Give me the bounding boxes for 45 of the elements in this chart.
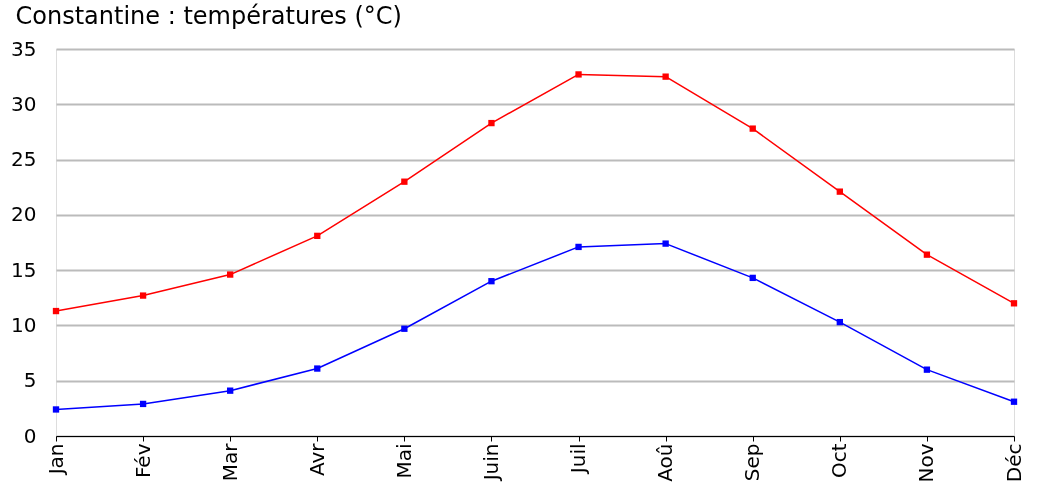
point xyxy=(139,400,147,408)
y-tick-label: 0 xyxy=(23,423,37,448)
point xyxy=(139,292,147,299)
point xyxy=(1010,300,1018,307)
x-tick-label: Mar xyxy=(217,442,242,482)
point xyxy=(1010,398,1018,405)
point xyxy=(749,125,756,132)
point xyxy=(227,387,234,394)
point xyxy=(52,307,60,315)
y-tick-label: 15 xyxy=(11,257,37,282)
point xyxy=(749,274,756,282)
chart-title: Constantine : températures (°C) xyxy=(15,2,402,30)
point xyxy=(923,366,931,373)
point xyxy=(52,406,60,413)
y-tick-label: 20 xyxy=(11,202,37,227)
point xyxy=(227,271,234,278)
x-tick-label: Aoû xyxy=(653,443,678,482)
x-tick-label: Oct xyxy=(827,443,852,479)
point xyxy=(314,365,321,372)
y-tick-label: 5 xyxy=(23,368,37,393)
point xyxy=(662,73,669,80)
x-tick-label: Jan xyxy=(43,443,68,477)
x-tick-label: Nov xyxy=(914,443,939,483)
x-tick-label: Fév xyxy=(130,443,155,479)
x-tick-label: Juil xyxy=(566,443,591,476)
point xyxy=(923,251,931,258)
x-tick-label: Avr xyxy=(304,442,329,477)
point xyxy=(575,243,582,251)
point xyxy=(488,278,495,285)
point xyxy=(662,240,669,247)
y-tick-label: 25 xyxy=(11,147,37,172)
point xyxy=(836,188,843,195)
point xyxy=(488,119,495,127)
y-tick-label: 35 xyxy=(11,36,37,61)
point xyxy=(836,318,843,326)
y-tick-label: 10 xyxy=(11,312,37,337)
y-tick-label: 30 xyxy=(11,91,37,116)
point xyxy=(575,71,582,78)
x-tick-label: Sep xyxy=(740,443,765,482)
x-tick-label: Juin xyxy=(478,443,503,483)
point xyxy=(401,178,408,185)
point xyxy=(314,232,321,240)
point xyxy=(401,325,408,332)
x-tick-label: Déc xyxy=(1001,443,1026,483)
x-tick-label: Mai xyxy=(391,443,416,479)
